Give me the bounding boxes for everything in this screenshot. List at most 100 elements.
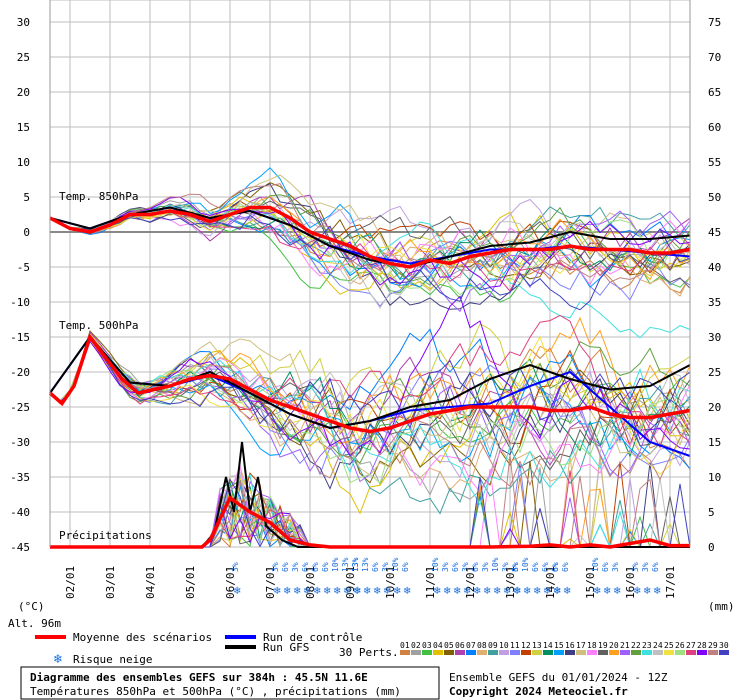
perturbation-number: 04 — [433, 641, 443, 650]
perturbation-number: 13 — [532, 641, 542, 650]
x-tick-label: 02/01 — [64, 566, 77, 599]
right-tick-label: 10 — [708, 471, 721, 484]
left-tick-label: -30 — [10, 436, 30, 449]
snowflake-icon: ❄ — [513, 586, 521, 597]
snowflake-icon: ❄ — [513, 586, 521, 597]
right-tick-label: 15 — [708, 436, 721, 449]
footer-title: Diagramme des ensembles GEFS sur 384h : … — [30, 671, 368, 684]
snowflake-icon: ❄ — [533, 586, 541, 597]
snowflake-icon: ❄ — [343, 586, 351, 597]
member-500-line — [49, 335, 691, 490]
x-tick-label: 17/01 — [664, 566, 677, 599]
x-tick-label: 15/01 — [584, 566, 597, 599]
mean-850-line — [49, 205, 691, 269]
perturbation-swatch — [598, 650, 608, 655]
perturbation-swatch — [521, 650, 531, 655]
perturbation-number: 15 — [554, 641, 564, 650]
perturbation-number: 08 — [477, 641, 487, 650]
perturbation-number: 29 — [708, 641, 718, 650]
snowflake-icon: ❄ — [293, 586, 301, 597]
snowflake-icon: ❄ — [553, 586, 561, 597]
t850-label: Temp. 850hPa — [59, 190, 138, 203]
precip-label: Précipitations — [59, 529, 152, 542]
snow-risk-pct: 6% — [281, 562, 290, 572]
snowflake-icon: ❄ — [393, 586, 401, 597]
perturbation-swatch — [565, 650, 575, 655]
perturbation-swatch — [499, 650, 509, 655]
snowflake-icon: ❄ — [303, 586, 311, 597]
right-tick-label: 0 — [708, 541, 715, 554]
perturbation-swatch — [686, 650, 696, 655]
x-tick-label: 07/01 — [264, 566, 277, 599]
snow-risk-pct: 3% — [231, 562, 240, 572]
perturbation-number: 23 — [642, 641, 652, 650]
snowflake-icon: ❄ — [553, 586, 561, 597]
member-850-line — [49, 206, 691, 297]
footer-subtitle: Températures 850hPa et 500hPa (°C) , pré… — [30, 685, 401, 698]
snowflake-icon: ❄ — [323, 586, 331, 597]
left-tick-label: -20 — [10, 366, 30, 379]
perturbation-swatch — [510, 650, 520, 655]
right-tick-label: 45 — [708, 226, 721, 239]
t500-label: Temp. 500hPa — [59, 319, 138, 332]
member-500-line — [49, 335, 691, 476]
snow-risk-pct: 6% — [541, 562, 550, 572]
right-tick-label: 20 — [708, 401, 721, 414]
member-500-line — [49, 336, 691, 455]
perturbation-number: 26 — [675, 641, 685, 650]
left-tick-label: 30 — [17, 16, 30, 29]
left-tick-label: -5 — [17, 261, 30, 274]
right-tick-label: 40 — [708, 261, 721, 274]
perturbation-swatch — [422, 650, 432, 655]
perturbation-swatch — [631, 650, 641, 655]
legend-mean-label: Moyenne des scénarios — [73, 631, 212, 644]
x-tick-label: 04/01 — [144, 566, 157, 599]
right-tick-label: 75 — [708, 16, 721, 29]
left-tick-label: -25 — [10, 401, 30, 414]
perturbation-number: 09 — [488, 641, 498, 650]
perturbation-swatch — [609, 650, 619, 655]
left-axis-unit: (°C) — [18, 600, 45, 613]
legend-gfs-label: Run GFS — [263, 641, 309, 654]
perturbation-number: 05 — [444, 641, 454, 650]
perturbation-number: 19 — [598, 641, 608, 650]
gfs-850-line — [49, 206, 691, 269]
perturbation-number: 02 — [411, 641, 421, 650]
right-axis-unit: (mm) — [708, 600, 735, 613]
mean-500-line — [48, 333, 691, 434]
left-tick-label: -45 — [10, 541, 30, 554]
x-tick-label: 09/01 — [344, 566, 357, 599]
snowflake-icon: ❄ — [523, 586, 531, 597]
snow-risk-pct: 3% — [381, 562, 390, 572]
snowflake-icon: ❄ — [363, 586, 371, 597]
x-tick-label: 13/01 — [504, 566, 517, 599]
legend: Moyenne des scénarios Run de contrôle Ru… — [35, 631, 399, 666]
x-tick-label: 06/01 — [224, 566, 237, 599]
snowflake-icon: ❄ — [333, 586, 341, 597]
snowflake-icon: ❄ — [593, 586, 601, 597]
snowflake-icon: ❄ — [313, 586, 321, 597]
snow-risk-pct: 6% — [311, 562, 320, 572]
perturbation-number: 28 — [697, 641, 707, 650]
snow-risk-pct: 6% — [531, 562, 540, 572]
snow-risk-pct: 3% — [291, 562, 300, 572]
snowflake-icon: ❄ — [633, 586, 641, 597]
perturbation-number: 01 — [400, 641, 410, 650]
perturbation-number: 25 — [664, 641, 674, 650]
perturbation-number: 18 — [587, 641, 597, 650]
perturbation-swatch — [411, 650, 421, 655]
perturbation-number: 17 — [576, 641, 586, 650]
snowflake-icon: ❄ — [493, 586, 501, 597]
snow-risk-pct: 6% — [321, 562, 330, 572]
member-500-line — [49, 336, 691, 506]
snow-risk-pct: 3% — [271, 562, 280, 572]
snow-risk-pct: 10% — [591, 557, 600, 572]
perturbation-number: 12 — [521, 641, 531, 650]
snowflake-icon: ❄ — [483, 586, 491, 597]
left-tick-label: 0 — [23, 226, 30, 239]
snowflake-icon: ❄ — [433, 586, 441, 597]
snowflake-icon: ❄ — [603, 586, 611, 597]
snow-risk-pct: 13% — [361, 557, 370, 572]
snowflake-icon: ❄ — [503, 586, 511, 597]
member-500-line — [49, 316, 691, 445]
